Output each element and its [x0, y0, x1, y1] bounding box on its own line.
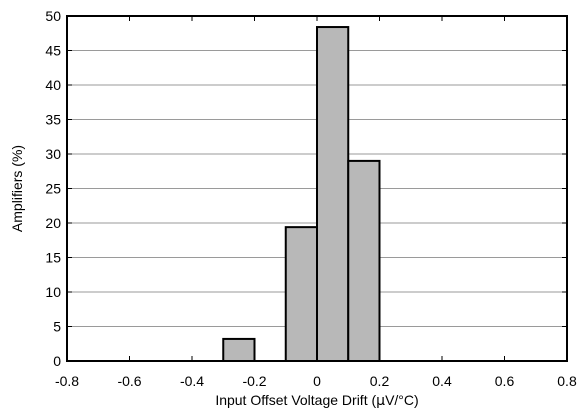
x-tick-labels: -0.8 -0.6 -0.4 -0.2 0 0.2 0.4 0.6 0.8 [55, 373, 577, 389]
histogram-bar [222, 337, 256, 363]
y-tick-label: 10 [45, 284, 61, 300]
y-tick-label: 30 [45, 146, 61, 162]
y-tick-label: 15 [45, 250, 61, 266]
y-tick-labels: 0 5 10 15 20 25 30 35 40 45 50 [45, 8, 61, 369]
y-tick-label: 20 [45, 215, 61, 231]
x-tick-label: 0.2 [370, 373, 390, 389]
x-tick-label: 0 [313, 373, 321, 389]
x-axis-title-mu: μ [376, 393, 385, 409]
histogram-bar [284, 226, 318, 362]
y-tick-label: 40 [45, 77, 61, 93]
x-axis-title: Input Offset Voltage Drift (μV/°C) [215, 392, 418, 409]
histogram-bar [316, 26, 350, 362]
y-tick-label: 25 [45, 181, 61, 197]
y-tick-label: 0 [53, 353, 61, 369]
plot-frame [66, 15, 568, 362]
y-axis-title: Amplifiers (%) [9, 145, 25, 232]
x-tick-label: -0.2 [242, 373, 266, 389]
x-axis-title-prefix: Input Offset Voltage Drift ( [215, 392, 376, 408]
histogram-bars [222, 26, 381, 363]
x-tick-label: 0.8 [557, 373, 577, 389]
histogram-bar [347, 159, 381, 362]
y-tick-label: 35 [45, 112, 61, 128]
x-tick-label: 0.6 [495, 373, 515, 389]
x-axis-title-suffix: V/°C) [385, 392, 419, 408]
x-tick-label: -0.8 [55, 373, 79, 389]
x-tick-label: -0.4 [180, 373, 204, 389]
y-tick-label: 50 [45, 8, 61, 24]
y-tick-label: 45 [45, 43, 61, 59]
y-tick-label: 5 [53, 319, 61, 335]
x-tick-label: -0.6 [117, 373, 141, 389]
x-tick-label: 0.4 [432, 373, 452, 389]
